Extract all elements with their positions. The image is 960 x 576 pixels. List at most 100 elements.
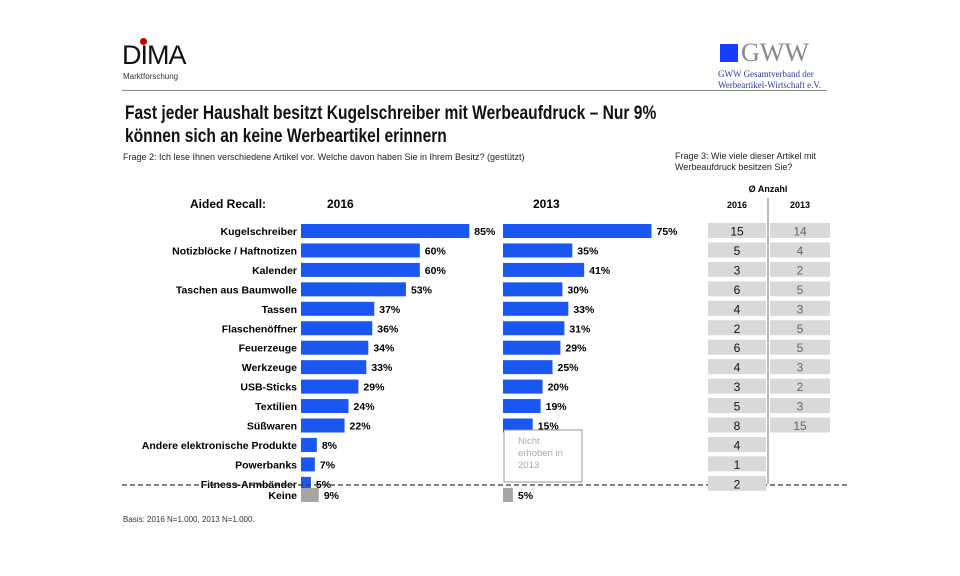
bar-2016: [301, 399, 349, 414]
bar-2016: [301, 488, 319, 502]
title-line2: können sich an keine Werbeartikel erinne…: [125, 126, 447, 147]
cell-value-2013: 14: [793, 225, 807, 239]
data-label-2016: 34%: [373, 343, 395, 355]
category-label: Andere elektronische Produkte: [142, 440, 297, 452]
series-label-2016: 2016: [327, 197, 354, 211]
gww-logo-subtitle: GWW Gesamtverband der Werbeartikel-Wirts…: [718, 69, 821, 91]
cell-value-2013: 3: [797, 400, 804, 414]
bar-2016: [301, 379, 359, 394]
data-label-2016: 7%: [320, 459, 336, 471]
dima-logo: DIMA: [122, 40, 186, 70]
question-3-line1: Frage 3: Wie viele dieser Artikel mit: [675, 151, 817, 161]
cell-value-2016: 2: [734, 477, 741, 491]
data-label-2013: 25%: [558, 362, 580, 374]
bar-2016: [301, 476, 311, 491]
category-label: Feuerzeuge: [239, 343, 298, 355]
not-collected-box: [503, 429, 583, 483]
data-label-2013: 31%: [569, 323, 591, 335]
bar-2016: [301, 340, 369, 355]
bar-2016: [301, 243, 420, 258]
bar-2013: [503, 379, 543, 394]
category-label: Flaschenöffner: [222, 323, 297, 335]
category-label: Powerbanks: [235, 459, 297, 471]
data-label-2013: 5%: [518, 490, 534, 502]
bar-2013: [503, 224, 652, 238]
cell-value-2016: 2: [734, 322, 741, 336]
series-label-2013: 2013: [533, 197, 560, 211]
cell-2016: [708, 417, 766, 433]
cell-2016: [708, 456, 766, 472]
gww-sub-line2: Werbeartikel-Wirtschaft e.V.: [718, 80, 821, 90]
bar-2016: [301, 418, 345, 433]
cell-2016: [708, 281, 766, 297]
cell-2013: [770, 339, 830, 355]
category-label: USB-Sticks: [240, 382, 297, 394]
cell-2013: [770, 378, 830, 394]
not-collected-note: Nicht: [518, 436, 540, 447]
cell-2016: [708, 320, 766, 336]
cell-value-2016: 3: [734, 263, 741, 277]
not-collected-note: erhoben in: [518, 448, 563, 459]
cell-2016: [708, 300, 766, 316]
cell-2013: [770, 320, 830, 336]
category-label: Werkzeuge: [242, 362, 297, 374]
cell-value-2013: 2: [797, 263, 804, 277]
category-label: Notizblöcke / Haftnotizen: [172, 245, 297, 257]
cell-value-2016: 4: [734, 438, 741, 452]
cell-2016: [708, 378, 766, 394]
data-label-2013: 41%: [589, 265, 611, 277]
data-label-2013: 19%: [546, 401, 568, 413]
data-label-2013: 30%: [567, 284, 589, 296]
data-label-2016: 85%: [474, 226, 496, 238]
cell-value-2016: 5: [734, 244, 741, 258]
cell-value-2016: 1: [734, 458, 741, 472]
data-label-2016: 29%: [363, 382, 385, 394]
category-label: Taschen aus Baumwolle: [176, 284, 297, 296]
bar-2013: [503, 360, 553, 375]
cell-value-2016: 4: [734, 361, 741, 375]
data-label-2013: 35%: [577, 245, 599, 257]
bar-2013: [503, 488, 513, 502]
bar-2013: [503, 262, 585, 277]
cell-2013: [770, 359, 830, 375]
bar-2013: [503, 282, 563, 297]
data-label-2016: 60%: [425, 245, 447, 257]
data-label-2016: 53%: [411, 284, 433, 296]
cell-2013: [770, 281, 830, 297]
cell-2013: [770, 417, 830, 433]
bar-2013: [503, 321, 565, 336]
table-header: Ø Anzahl: [749, 184, 788, 194]
not-collected-note: 2013: [518, 460, 539, 471]
bar-2016: [301, 437, 317, 452]
cell-value-2013: 4: [797, 244, 804, 258]
bar-2013: [503, 301, 569, 316]
cell-value-2013: 2: [797, 380, 804, 394]
bar-2016: [301, 457, 315, 472]
cell-2013: [770, 242, 830, 258]
cell-2013: [770, 300, 830, 316]
table-col-2016: 2016: [727, 200, 747, 210]
cell-2016: [708, 223, 766, 238]
category-label: Textilien: [255, 401, 297, 413]
category-label: Keine: [268, 490, 297, 502]
bar-2013: [503, 399, 541, 414]
bar-2016: [301, 360, 367, 375]
question-3-line2: Werbeaufdruck besitzen Sie?: [675, 162, 793, 172]
data-label-2013: 20%: [548, 382, 570, 394]
basis-note: Basis: 2016 N=1.000, 2013 N=1.000.: [123, 515, 255, 524]
data-label-2016: 36%: [377, 323, 399, 335]
bar-2016: [301, 224, 470, 238]
cell-2013: [770, 223, 830, 238]
cell-2016: [708, 242, 766, 258]
title-line1: Fast jeder Haushalt besitzt Kugelschreib…: [125, 103, 657, 124]
data-label-2016: 8%: [322, 440, 338, 452]
cell-value-2013: 5: [797, 322, 804, 336]
cell-value-2016: 5: [734, 400, 741, 414]
cell-value-2013: 3: [797, 361, 804, 375]
cell-value-2016: 3: [734, 380, 741, 394]
dima-logo-subtitle: Marktforschung: [123, 72, 179, 81]
category-label: Kalender: [252, 265, 297, 277]
bar-2013: [503, 243, 573, 258]
